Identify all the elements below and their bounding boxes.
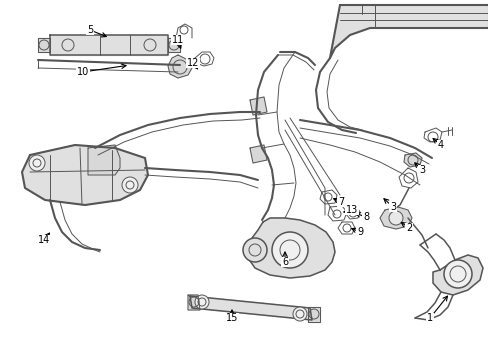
Polygon shape (379, 207, 411, 229)
Polygon shape (22, 145, 148, 205)
Text: 4: 4 (437, 140, 443, 150)
Polygon shape (307, 307, 319, 322)
Polygon shape (403, 153, 421, 167)
Text: 13: 13 (345, 205, 357, 215)
Polygon shape (329, 5, 488, 58)
Text: 3: 3 (418, 165, 424, 175)
Polygon shape (38, 38, 50, 52)
Text: 3: 3 (389, 202, 395, 212)
Text: 2: 2 (405, 223, 411, 233)
Text: 11: 11 (171, 35, 184, 45)
Text: 1: 1 (426, 313, 432, 323)
Text: 15: 15 (225, 313, 238, 323)
Text: 5: 5 (87, 25, 93, 35)
Polygon shape (187, 295, 200, 310)
Polygon shape (249, 97, 266, 115)
Text: 6: 6 (282, 257, 287, 267)
Text: 12: 12 (186, 58, 199, 68)
Polygon shape (247, 218, 334, 278)
Text: 7: 7 (337, 197, 344, 207)
Circle shape (443, 260, 471, 288)
Polygon shape (249, 145, 266, 163)
Text: 8: 8 (362, 212, 368, 222)
Circle shape (388, 211, 402, 225)
Polygon shape (88, 145, 120, 175)
Text: 10: 10 (77, 67, 89, 77)
Circle shape (122, 177, 138, 193)
Circle shape (243, 238, 266, 262)
Polygon shape (168, 55, 192, 78)
Polygon shape (432, 255, 482, 295)
Circle shape (29, 155, 45, 171)
Circle shape (292, 307, 306, 321)
Text: 14: 14 (38, 235, 50, 245)
Circle shape (195, 295, 208, 309)
Text: 9: 9 (356, 227, 362, 237)
Circle shape (271, 232, 307, 268)
Polygon shape (168, 38, 180, 52)
Polygon shape (190, 296, 311, 320)
Polygon shape (50, 35, 168, 55)
